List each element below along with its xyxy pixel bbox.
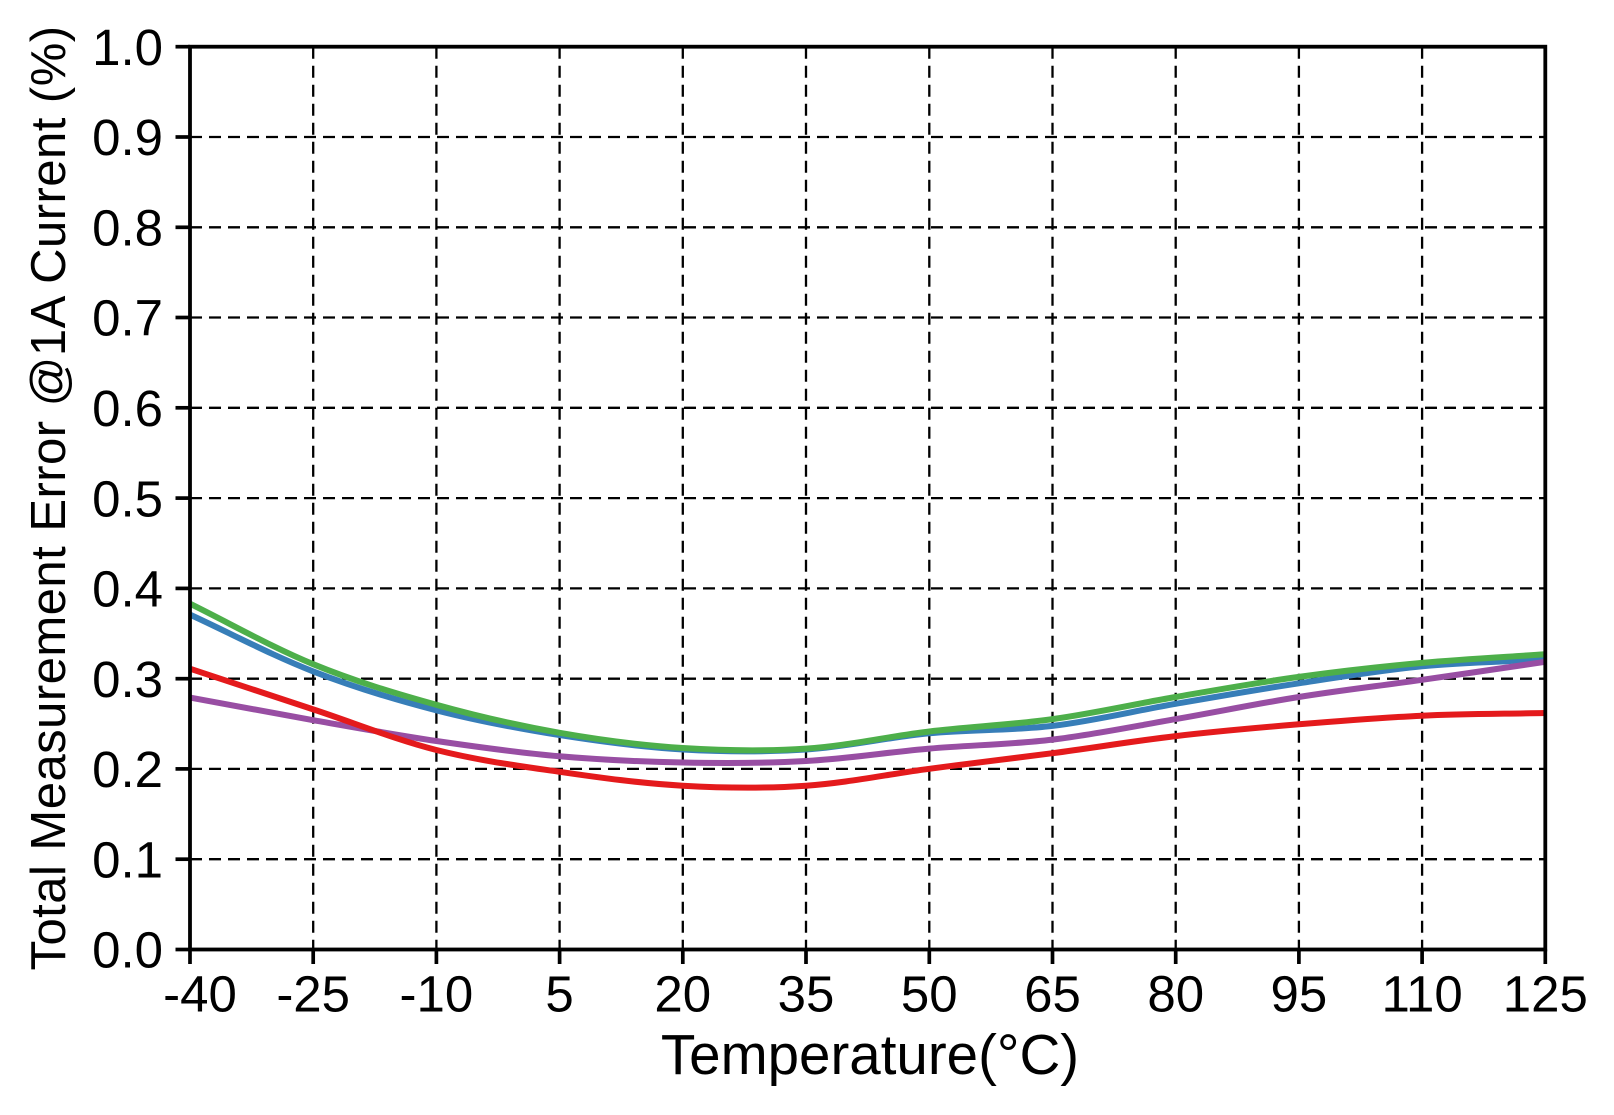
svg-text:20: 20 — [654, 966, 711, 1023]
svg-text:65: 65 — [1024, 966, 1081, 1023]
svg-text:35: 35 — [778, 966, 835, 1023]
svg-text:0.1: 0.1 — [92, 831, 163, 888]
svg-text:Total Measurement Error @1A Cu: Total Measurement Error @1A Current (%) — [22, 26, 76, 971]
svg-text:5: 5 — [545, 966, 573, 1023]
svg-text:-40: -40 — [163, 966, 237, 1023]
svg-text:0.3: 0.3 — [92, 651, 163, 708]
svg-text:80: 80 — [1147, 966, 1204, 1023]
svg-text:0.4: 0.4 — [92, 561, 163, 618]
svg-text:125: 125 — [1503, 966, 1588, 1023]
svg-text:110: 110 — [1381, 966, 1462, 1023]
svg-text:0.2: 0.2 — [92, 741, 163, 798]
svg-text:1.0: 1.0 — [92, 19, 163, 76]
svg-text:0.8: 0.8 — [92, 200, 163, 257]
svg-text:-10: -10 — [400, 966, 474, 1023]
svg-text:0.0: 0.0 — [92, 922, 163, 979]
svg-text:50: 50 — [901, 966, 958, 1023]
svg-text:0.7: 0.7 — [92, 290, 163, 347]
svg-text:0.9: 0.9 — [92, 109, 163, 166]
svg-text:95: 95 — [1271, 966, 1328, 1023]
svg-text:0.6: 0.6 — [92, 380, 163, 437]
svg-text:Temperature(°C): Temperature(°C) — [661, 1023, 1079, 1086]
svg-text:-25: -25 — [276, 966, 350, 1023]
svg-text:0.5: 0.5 — [92, 470, 163, 527]
